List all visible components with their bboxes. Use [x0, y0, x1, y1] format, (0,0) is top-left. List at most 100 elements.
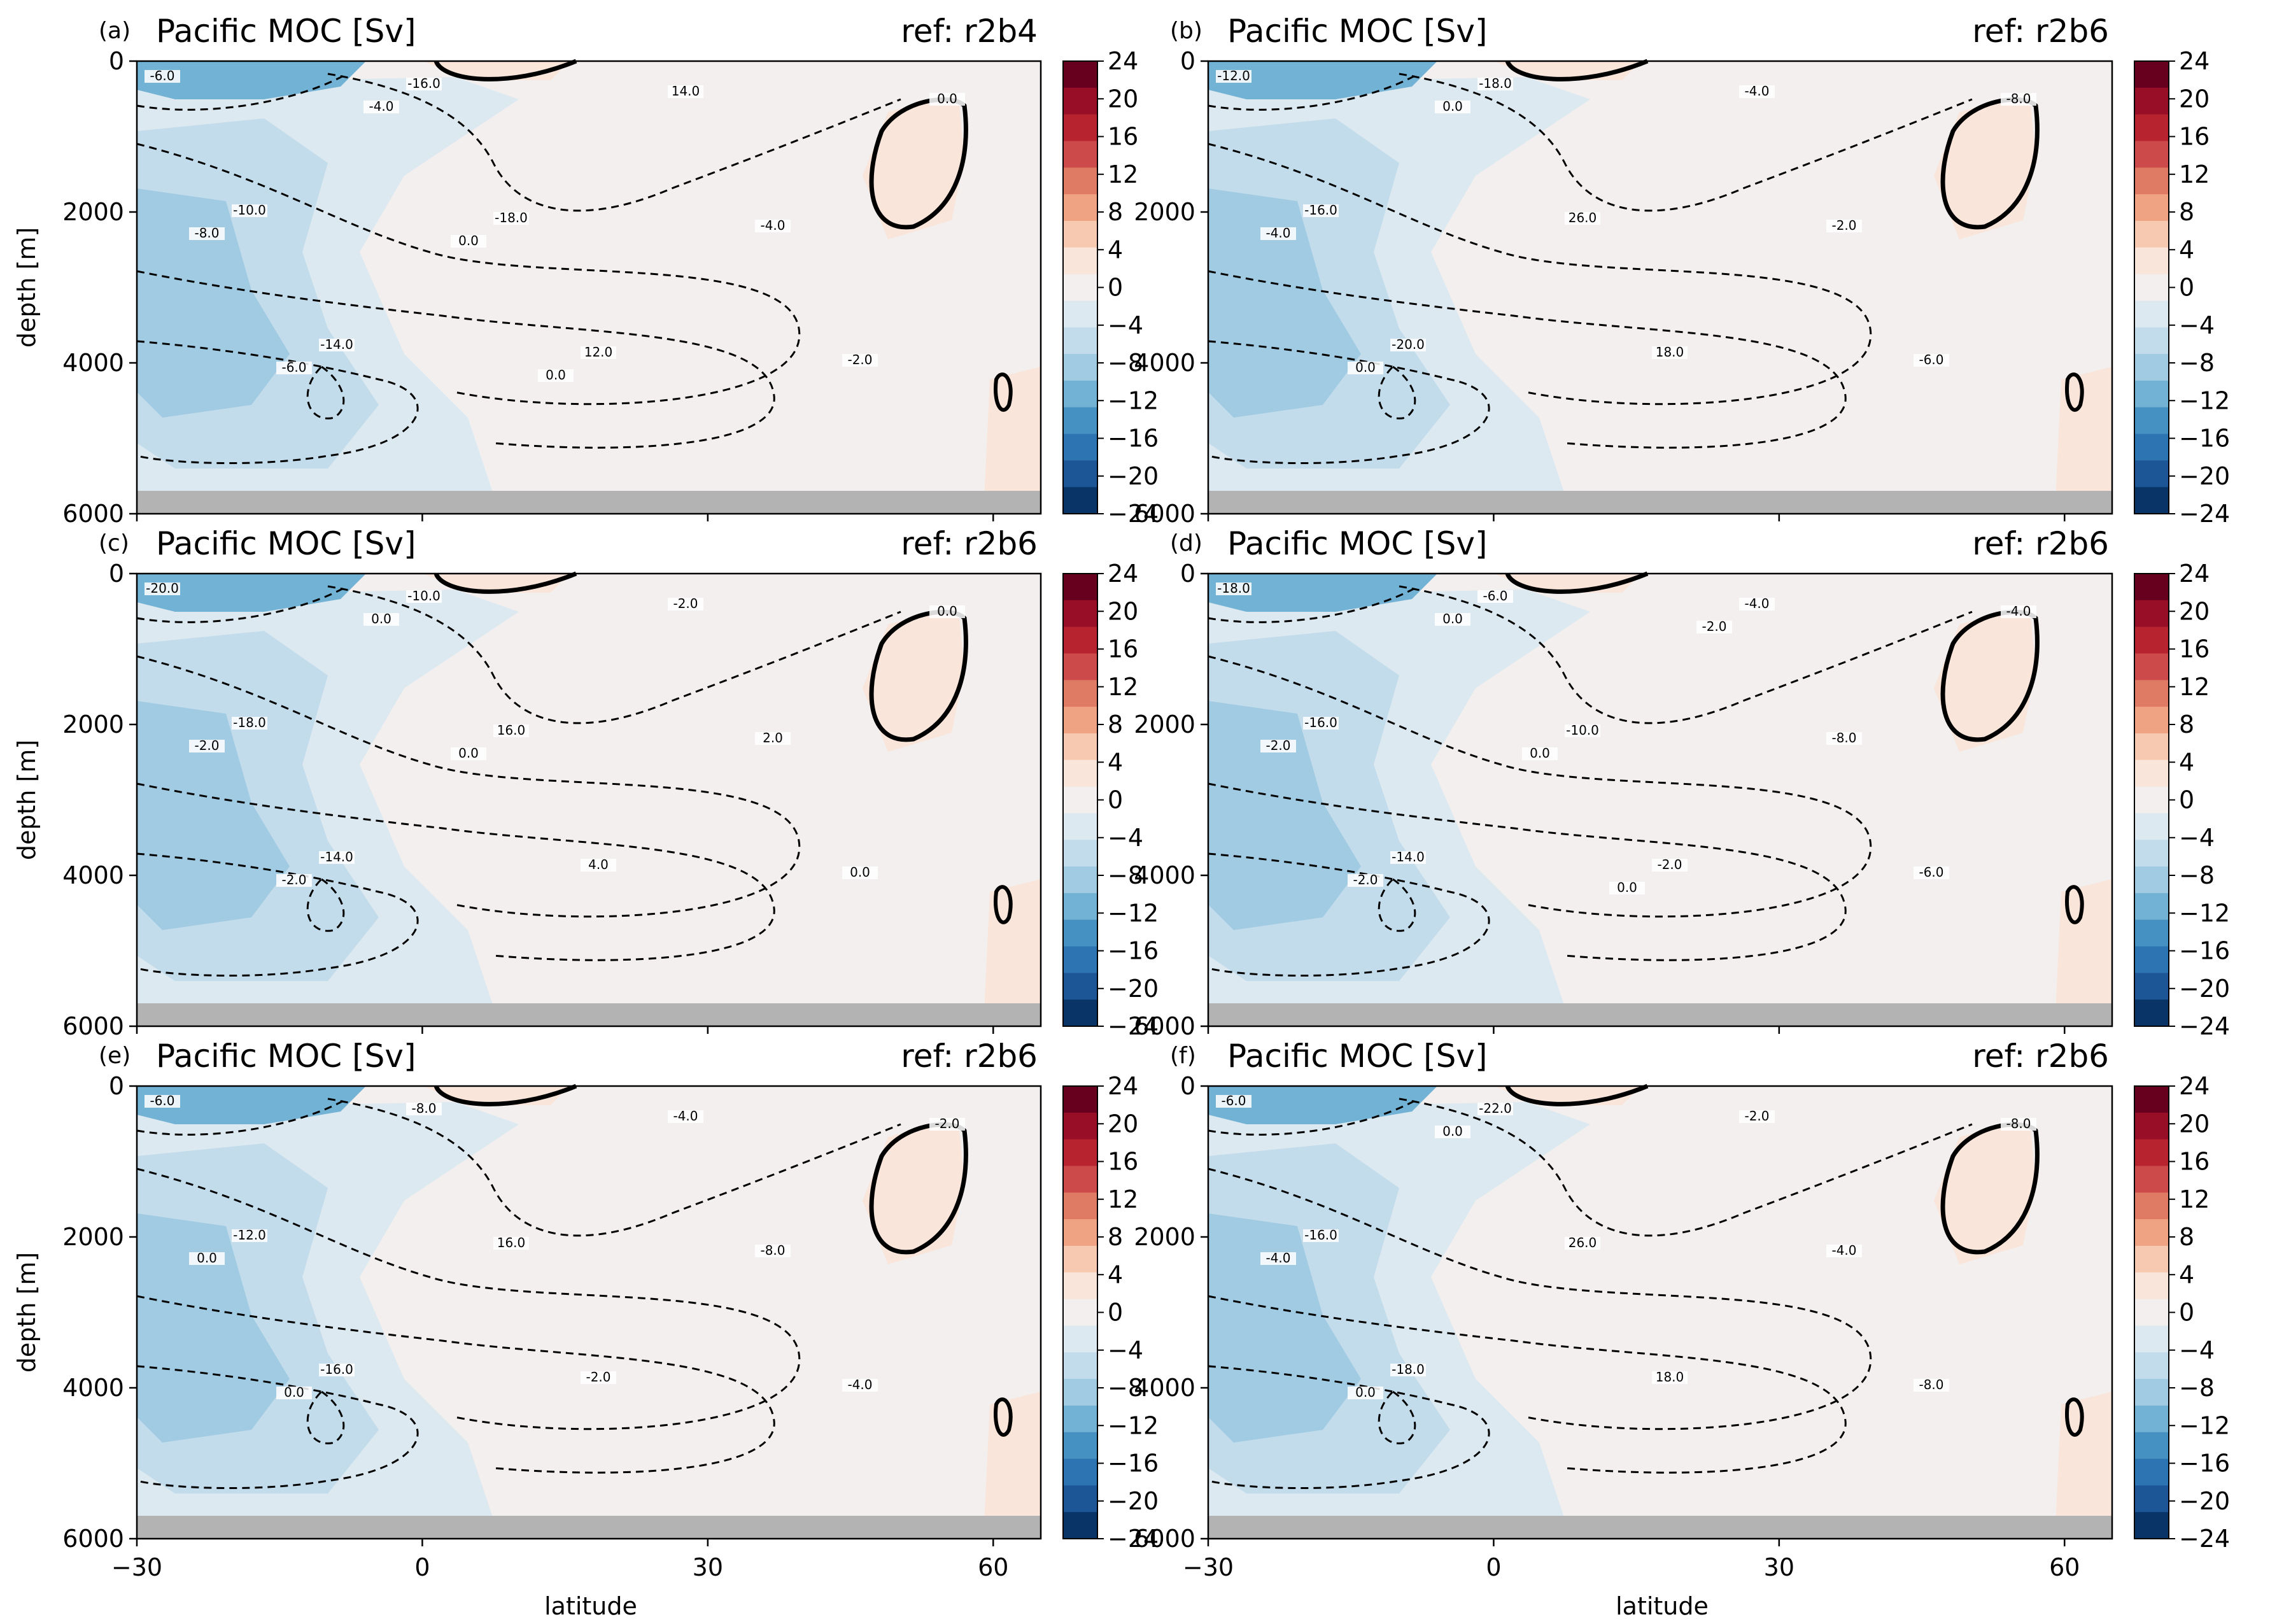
contour-label: 0.0: [1435, 99, 1470, 114]
contour-label: -2.0: [842, 352, 878, 367]
colorbar-segment: [1063, 626, 1097, 654]
contour-label: -18.0: [493, 210, 529, 225]
contour-label: 16.0: [493, 1235, 529, 1250]
y-tick-label: 4000: [1134, 349, 1195, 377]
panel-title: Pacific MOC [Sv]: [156, 1038, 416, 1075]
colorbar-tick-label: −20: [2179, 1487, 2230, 1515]
contour-label-text: -8.0: [2006, 91, 2031, 106]
contour-label-text: -2.0: [1831, 218, 1856, 233]
contour-label: -16.0: [1303, 715, 1339, 730]
colorbar-tick-label: −4: [2179, 311, 2215, 339]
contour-label-text: -6.0: [1919, 352, 1943, 367]
contour-label-text: -2.0: [847, 352, 872, 367]
axes-frame: [136, 60, 1042, 515]
contour-label-text: -2.0: [1702, 619, 1726, 634]
contour-label: 0.0: [929, 91, 965, 106]
axes-frame: [1207, 572, 2113, 1027]
colorbar-tick-label: 24: [1108, 560, 1138, 588]
colorbar: 24 20 16 12 8 4 0 −4 −8 −12 −16 −20 −24: [1062, 47, 1159, 528]
colorbar-segment: [1063, 274, 1097, 301]
contour-label-text: -2.0: [1657, 857, 1682, 872]
contour-label-text: -8.0: [1831, 730, 1856, 745]
colorbar-segment: [1063, 61, 1097, 88]
colorbar-segment: [2134, 380, 2169, 408]
colorbar-segment: [2134, 653, 2169, 681]
colorbar-tick-label: −12: [2179, 899, 2230, 927]
colorbar-segment: [1063, 946, 1097, 973]
contour-label: -4.0: [1826, 1243, 1862, 1258]
colorbar-tick-label: −16: [1108, 1450, 1159, 1478]
colorbar-segment: [1063, 114, 1097, 141]
colorbar-segment: [2134, 866, 2169, 894]
contour-label: -6.0: [145, 1093, 180, 1108]
y-tick-label: 2000: [1134, 1223, 1195, 1251]
colorbar-segment: [1063, 1458, 1097, 1486]
contour-label-text: 0.0: [1617, 880, 1637, 895]
colorbar-tick-label: −24: [2179, 1012, 2230, 1040]
axes-frame: [1207, 60, 2113, 515]
contour-label-text: -4.0: [760, 218, 785, 233]
colorbar-segment: [2134, 1352, 2169, 1380]
panel-reference: ref: r2b6: [901, 1038, 1038, 1075]
colorbar-segment: [1063, 813, 1097, 840]
colorbar-tick-label: 24: [2179, 47, 2210, 75]
colorbar-segment: [1063, 380, 1097, 408]
colorbar-segment: [2134, 141, 2169, 168]
colorbar-segment: [2134, 114, 2169, 141]
colorbar-tick-label: −24: [2179, 500, 2230, 528]
contour-label-text: -2.0: [934, 1116, 959, 1131]
contour-label-text: -8.0: [760, 1243, 785, 1258]
colorbar-segment: [1063, 866, 1097, 894]
y-tick-label: 2000: [62, 198, 124, 226]
contour-label-text: -14.0: [320, 849, 353, 865]
contour-label: -10.0: [232, 202, 267, 218]
contour-label: -20.0: [1390, 337, 1426, 352]
panel-title: Pacific MOC [Sv]: [1227, 1038, 1487, 1075]
contour-label: -14.0: [319, 849, 355, 865]
colorbar-segment: [2134, 220, 2169, 248]
colorbar-tick-label: 24: [2179, 560, 2210, 588]
y-tick-label: 0: [109, 560, 124, 588]
contour-label: -2.0: [276, 872, 312, 887]
colorbar-tick-label: 4: [1108, 1260, 1123, 1289]
y-tick-label: 0: [109, 47, 124, 75]
contour-label: -10.0: [406, 588, 442, 604]
colorbar-segment: [2134, 300, 2169, 328]
contour-label: -2.0: [1348, 872, 1383, 887]
colorbar-segment: [2134, 1219, 2169, 1246]
colorbar-tick-label: 4: [1108, 748, 1123, 776]
colorbar-segment: [2134, 460, 2169, 488]
colorbar-segment: [2134, 1139, 2169, 1166]
colorbar-tick-label: 20: [2179, 597, 2210, 625]
colorbar-tick-label: 12: [1108, 673, 1138, 701]
contour-label-text: 0.0: [546, 367, 566, 383]
colorbar-segment: [1063, 759, 1097, 787]
colorbar-segment: [2134, 707, 2169, 734]
colorbar-tick-label: 4: [2179, 748, 2194, 776]
y-axis-label: depth [m]: [13, 740, 41, 860]
colorbar-segment: [1063, 1272, 1097, 1300]
contour-label: 0.0: [363, 611, 399, 626]
colorbar-tick-label: −4: [1108, 824, 1143, 852]
contour-label: -14.0: [1390, 849, 1426, 865]
colorbar-tick-label: −8: [2179, 1374, 2215, 1402]
x-axis-label-left: latitude: [544, 1592, 637, 1620]
colorbar-segment: [2134, 1458, 2169, 1486]
contour-label-text: -6.0: [150, 1093, 174, 1108]
colorbar-tick-label: −24: [1108, 500, 1159, 528]
colorbar-segment: [1063, 1299, 1097, 1326]
contour-label: 0.0: [189, 1250, 225, 1266]
colorbar-tick-label: −12: [1108, 899, 1159, 927]
colorbar-tick-label: 12: [2179, 673, 2210, 701]
colorbar-segment: [2134, 167, 2169, 195]
colorbar-segment: [1063, 1405, 1097, 1433]
colorbar-tick-label: −8: [2179, 349, 2215, 377]
contour-label-text: -18.0: [233, 715, 266, 730]
colorbar-segment: [2134, 919, 2169, 947]
contour-label: -18.0: [1216, 581, 1251, 596]
colorbar-segment: [2134, 434, 2169, 461]
contour-label-text: 0.0: [937, 91, 957, 106]
colorbar-tick-label: 0: [2179, 1299, 2194, 1327]
colorbar-segment: [2134, 626, 2169, 654]
panel-tag: (b): [1170, 18, 1202, 44]
